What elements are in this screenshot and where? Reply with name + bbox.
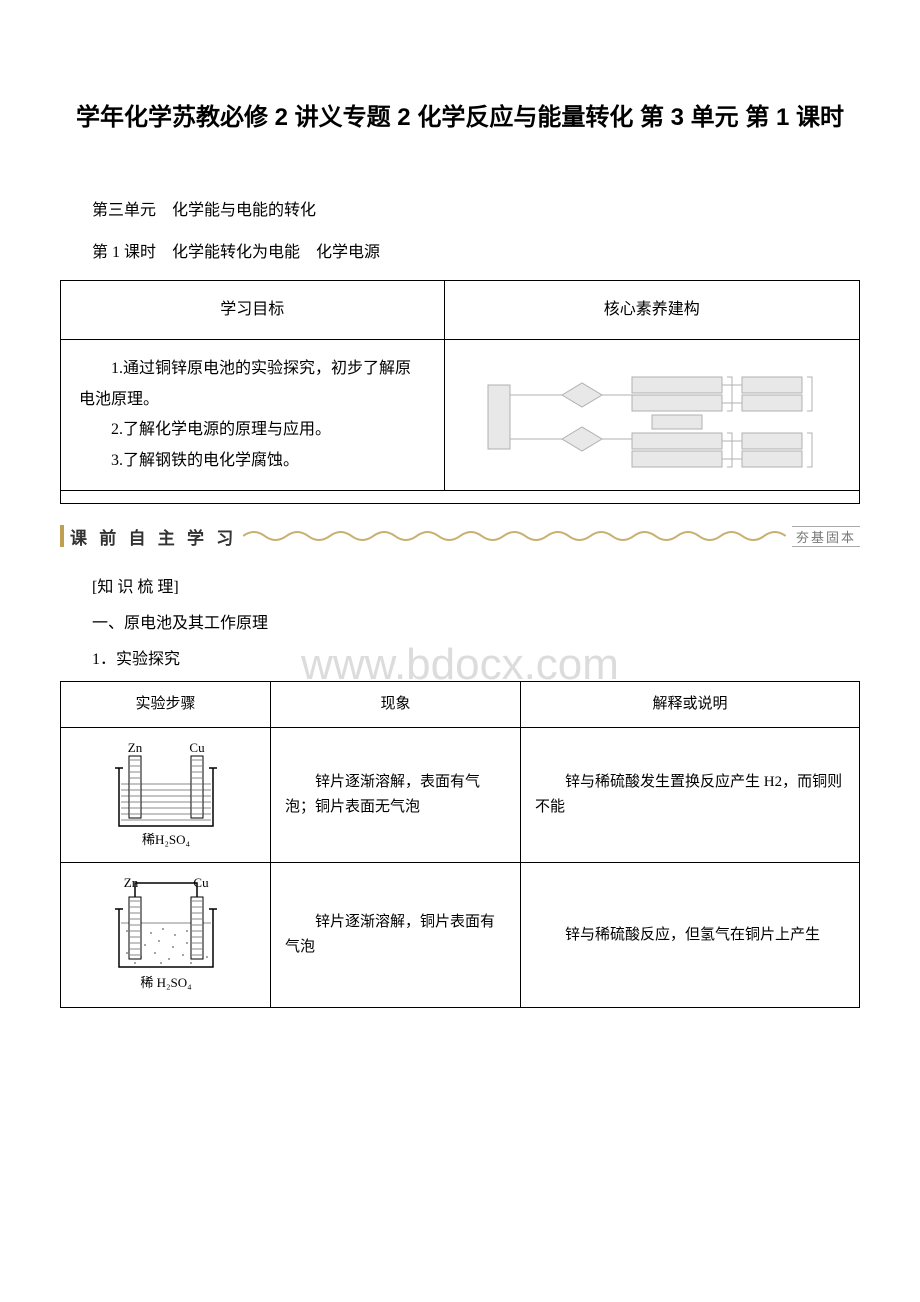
beaker-connected-icon: Zn Cu [101,875,231,995]
explanation-2: 锌与稀硫酸反应，但氢气在铜片上产生 [521,863,860,1008]
table-row: Zn Cu [61,728,860,863]
phenomenon-2: 锌片逐渐溶解，铜片表面有气泡 [271,863,521,1008]
empty-row [61,490,860,503]
beaker-separate-icon: Zn Cu [101,740,231,850]
page-title: 学年化学苏教必修 2 讲义专题 2 化学反应与能量转化 第 3 单元 第 1 课… [60,100,860,136]
section-tag: 夯基固本 [792,526,860,547]
exp-header-steps: 实验步骤 [61,681,271,728]
concept-map-icon [482,355,822,475]
exp-header-explanation: 解释或说明 [521,681,860,728]
section-bar-icon [60,525,64,547]
objectives-header: 学习目标 [61,281,445,340]
section-1-heading: 一、原电池及其工作原理 [60,609,860,633]
objective-item: 2.了解化学电源的原理与应用。 [79,415,426,445]
svg-text:Cu: Cu [189,740,205,755]
lesson-heading: 第 1 课时 化学能转化为电能 化学电源 [60,238,860,262]
svg-text:稀 H₂SO₄: 稀 H₂SO₄ [140,975,192,990]
unit-heading: 第三单元 化学能与电能的转化 [60,196,860,220]
concept-map-cell [444,340,859,491]
objective-item: 3.了解钢铁的电化学腐蚀。 [79,446,426,476]
table-row: Zn Cu [61,863,860,1008]
exp-header-phenomenon: 现象 [271,681,521,728]
knowledge-heading: [知 识 梳 理] [60,573,860,597]
objectives-cell: 1.通过铜锌原电池的实验探究，初步了解原电池原理。 2.了解化学电源的原理与应用… [61,340,445,491]
svg-text:稀H₂SO₄: 稀H₂SO₄ [141,832,190,847]
phenomenon-1: 锌片逐渐溶解，表面有气泡；铜片表面无气泡 [271,728,521,863]
objective-item: 1.通过铜锌原电池的实验探究，初步了解原电池原理。 [79,354,426,415]
diagram-cell-2: Zn Cu [61,863,271,1008]
section-header: 课 前 自 主 学 习 夯基固本 [60,524,860,549]
explanation-1: 锌与稀硫酸发生置换反应产生 H2，而铜则不能 [521,728,860,863]
experiment-table: 实验步骤 现象 解释或说明 Zn Cu [60,681,860,1009]
diagram-cell-1: Zn Cu [61,728,271,863]
wave-divider-icon [243,528,786,544]
concept-header: 核心素养建构 [444,281,859,340]
sub-1-heading: 1．实验探究 [60,645,860,669]
svg-text:Zn: Zn [127,740,142,755]
section-label: 课 前 自 主 学 习 [70,524,237,549]
objectives-table: 学习目标 核心素养建构 1.通过铜锌原电池的实验探究，初步了解原电池原理。 2.… [60,280,860,504]
